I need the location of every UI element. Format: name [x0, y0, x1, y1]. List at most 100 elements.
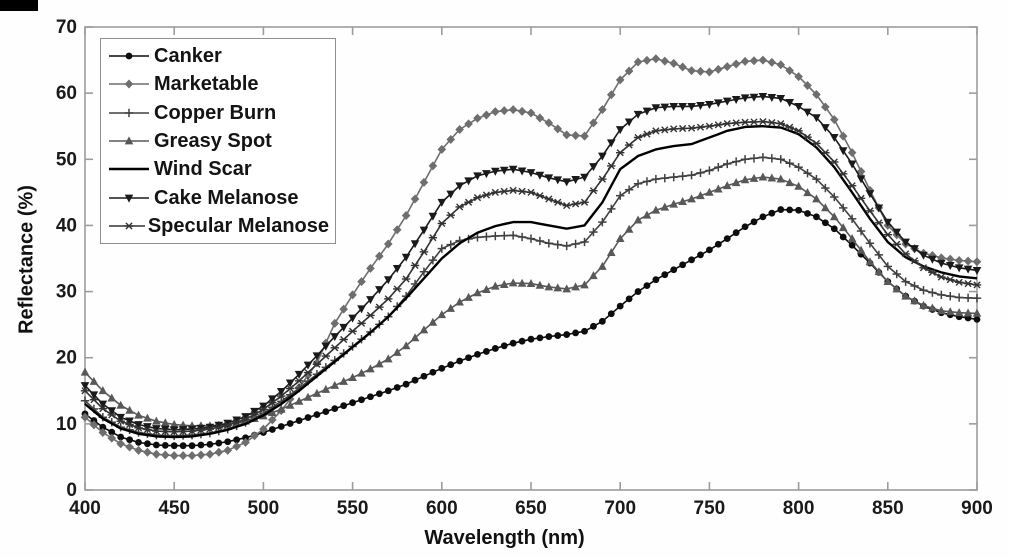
star-marker-icon [856, 194, 866, 202]
triangle-down-marker-icon [910, 245, 919, 254]
star-marker-icon [98, 405, 108, 413]
triangle-up-marker-icon [803, 188, 812, 197]
diamond-marker-icon [847, 148, 857, 158]
circle-marker-icon [242, 434, 249, 442]
triangle-up-marker-icon [651, 205, 661, 214]
star-marker-icon [821, 149, 830, 157]
plus-marker-icon [598, 217, 607, 227]
circle-marker-icon [750, 218, 758, 226]
triangle-down-marker-icon [919, 251, 928, 260]
plus-marker-icon [794, 163, 803, 172]
triangle-up-marker-icon [722, 181, 732, 190]
triangle-down-marker-icon [124, 194, 134, 203]
diamond-marker-icon [169, 451, 179, 461]
star-marker-icon [651, 127, 661, 135]
x-tick-label: 750 [694, 498, 726, 519]
y-tick-label: 0 [66, 480, 77, 501]
star-marker-icon [589, 187, 598, 195]
triangle-up-marker-icon [143, 413, 152, 422]
circle-marker-icon [732, 229, 740, 237]
circle-marker-icon [795, 206, 802, 214]
plus-marker-icon [883, 262, 892, 271]
diamond-marker-icon [829, 115, 839, 125]
y-tick-label: 70 [56, 17, 77, 38]
triangle-down-marker-icon [134, 421, 143, 430]
x-tick-label: 500 [248, 498, 280, 519]
triangle-up-marker-icon [276, 404, 286, 413]
star-marker-icon [187, 427, 197, 435]
star-marker-icon [883, 231, 892, 239]
circle-marker-icon [536, 334, 544, 342]
circle-marker-icon [759, 213, 767, 221]
triangle-up-marker-icon [678, 197, 687, 206]
circle-marker-icon [117, 433, 125, 441]
legend-item-wind-scar: Wind Scar [107, 156, 329, 182]
triangle-down-marker-icon [321, 342, 331, 351]
triangle-up-marker-icon [571, 282, 580, 291]
star-marker-icon [954, 278, 964, 286]
triangle-down-marker-icon [241, 413, 250, 422]
plus-marker-icon [437, 244, 446, 253]
triangle-up-marker-icon [330, 380, 340, 389]
triangle-down-marker-icon [731, 96, 741, 105]
star-marker-icon [196, 426, 206, 434]
circle-marker-icon [483, 348, 490, 355]
star-marker-icon [285, 384, 295, 393]
triangle-down-marker-icon [606, 139, 616, 148]
diamond-marker-icon [821, 102, 830, 112]
star-marker-icon [259, 405, 268, 413]
circle-marker-icon [786, 206, 794, 214]
circle-marker-icon [527, 335, 535, 343]
circle-marker-icon [625, 295, 633, 303]
plus-marker-icon [856, 226, 866, 236]
triangle-up-marker-icon [303, 392, 313, 401]
triangle-up-marker-icon [838, 223, 848, 232]
triangle-up-marker-icon [945, 307, 955, 316]
circle-marker-icon [670, 266, 678, 274]
diamond-marker-icon [687, 66, 696, 76]
plus-marker-icon [758, 153, 768, 162]
diamond-marker-icon [606, 90, 616, 100]
triangle-down-marker-icon [696, 101, 705, 110]
circle-marker-icon [170, 442, 178, 450]
diamond-marker-icon [562, 130, 571, 140]
circle-marker-icon [411, 376, 419, 384]
star-marker-icon [901, 250, 910, 258]
x-tick-label: 650 [515, 498, 547, 519]
circle-marker-icon [634, 288, 642, 295]
triangle-up-marker-icon [660, 202, 670, 211]
triangle-down-marker-icon [357, 305, 366, 314]
circle-marker-icon [304, 414, 312, 421]
star-marker-icon [526, 188, 536, 196]
circle-marker-icon [697, 251, 704, 259]
circle-marker-icon [438, 364, 446, 372]
diamond-marker-icon [776, 60, 786, 70]
star-marker-icon [669, 125, 678, 133]
triangle-up-marker-icon [366, 364, 375, 373]
legend-label: Cake Melanose [154, 186, 299, 209]
triangle-down-marker-icon [865, 190, 875, 199]
star-marker-icon [303, 369, 313, 377]
diamond-marker-icon [330, 318, 340, 328]
triangle-up-marker-icon [446, 303, 456, 312]
diamond-marker-icon [945, 254, 955, 264]
star-marker-icon [268, 399, 277, 407]
diamond-marker-icon [187, 451, 197, 461]
star-marker-icon [366, 311, 375, 319]
star-marker-icon [767, 118, 777, 127]
star-marker-icon [419, 248, 429, 256]
star-marker-icon [633, 133, 643, 142]
plus-marker-icon [839, 203, 848, 213]
triangle-down-marker-icon [598, 152, 607, 161]
plus-marker-icon [687, 170, 696, 180]
plus-marker-icon [553, 240, 562, 249]
triangle-down-marker-icon [410, 240, 420, 249]
circle-marker-icon [821, 219, 829, 227]
star-marker-icon [776, 119, 785, 128]
triangle-down-marker-icon [250, 407, 259, 416]
diamond-marker-icon [954, 255, 964, 265]
star-marker-icon [428, 234, 438, 242]
triangle-down-marker-icon [660, 103, 670, 112]
